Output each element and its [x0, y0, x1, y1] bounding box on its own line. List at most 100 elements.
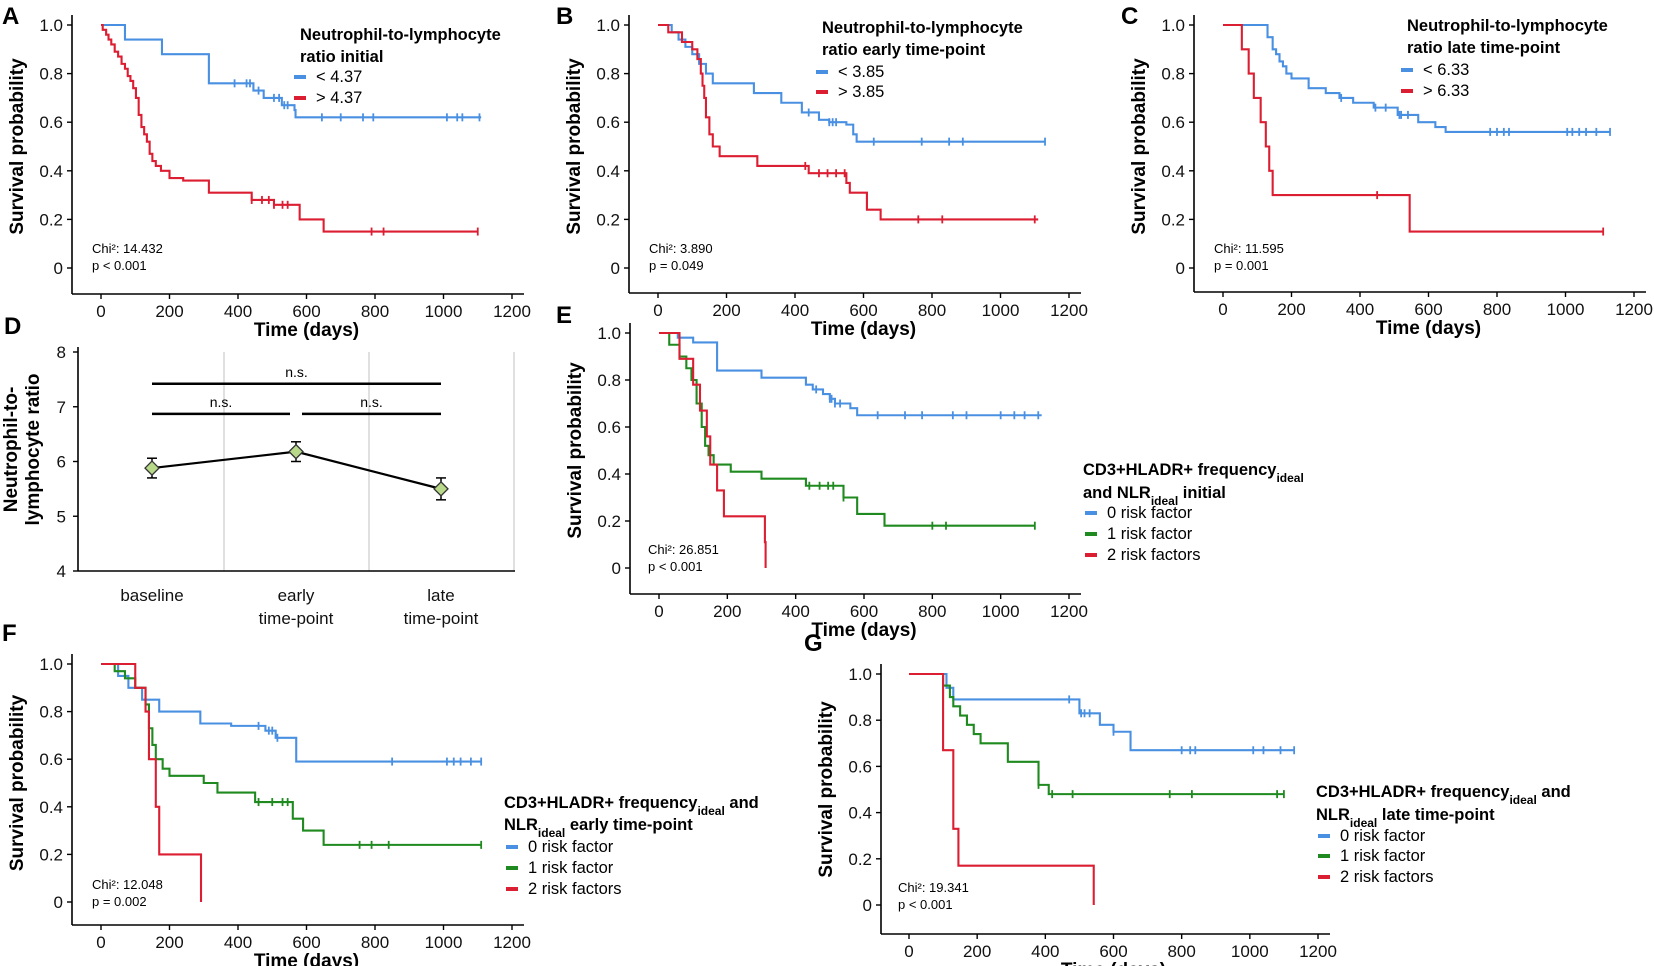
km-curve-2-risk-factors: [909, 672, 1095, 905]
mean-marker: [144, 460, 160, 476]
legend-title: ratio early time-point: [822, 41, 986, 59]
x-tick-label: 1000: [982, 301, 1020, 320]
x-tick-label: 200: [713, 602, 741, 621]
legend-label: 1 risk factor: [528, 859, 614, 877]
y-tick-label: 1.0: [39, 655, 63, 674]
y-tick-label: 0.6: [39, 113, 63, 132]
y-tick-label: 0.4: [39, 798, 63, 817]
x-tick-label: 1000: [425, 933, 463, 952]
legend-label: 2 risk factors: [528, 880, 622, 898]
p-value: p = 0.001: [1214, 258, 1269, 273]
legend-title: CD3+HLADR+ frequencyideal and: [1316, 783, 1571, 807]
x-tick-label: 400: [1031, 942, 1059, 961]
y-tick-label: 0.6: [597, 418, 621, 437]
panel-letter: A: [2, 3, 19, 30]
y-tick-label: 0.4: [596, 162, 620, 181]
y-tick-label: 6: [57, 453, 66, 472]
y-tick-label: 1.0: [597, 324, 621, 343]
y-tick-label: 0.6: [596, 113, 620, 132]
x-tick-label: 400: [781, 602, 809, 621]
x-tick-label: 1200: [493, 933, 531, 952]
y-tick-label: 0.2: [39, 210, 63, 229]
y-tick-label: 8: [57, 343, 66, 362]
category-label: time-point: [404, 609, 479, 628]
km-curve-6-33: [1223, 23, 1611, 133]
legend-label: 2 risk factors: [1107, 546, 1201, 564]
y-tick-label: 4: [57, 562, 66, 581]
km-curve-1-risk-factor: [909, 672, 1284, 796]
panel-letter: F: [2, 620, 17, 647]
category-label: early: [278, 586, 315, 605]
x-tick-label: 600: [1099, 942, 1127, 961]
panel-letter: G: [804, 630, 823, 657]
p-value: p = 0.049: [649, 258, 704, 273]
km-curve-6-33: [1223, 23, 1604, 233]
x-tick-label: 1200: [493, 302, 531, 321]
x-tick-label: 0: [1218, 300, 1227, 319]
x-tick-label: 600: [292, 302, 320, 321]
legend-label: 1 risk factor: [1340, 847, 1426, 865]
legend-title-part: CD3+HLADR+ frequency: [504, 794, 698, 812]
y-axis-title: Survival probability: [7, 58, 28, 235]
y-tick-label: 7: [57, 398, 66, 417]
y-tick-label: 5: [57, 507, 66, 526]
legend-label: 1 risk factor: [1107, 525, 1193, 543]
legend-label: > 3.85: [838, 83, 884, 101]
legend-title-part: NLR: [1316, 806, 1350, 824]
x-tick-label: 400: [1346, 300, 1374, 319]
category-label: late: [427, 586, 454, 605]
y-tick-label: 1.0: [39, 16, 63, 35]
legend-subscript: ideal: [538, 826, 565, 840]
panel-a: A 0 0.2 0.4 0.6 0.8 1.0 0 200 400 600 800 1000 1200 Ti…: [2, 3, 531, 341]
y-tick-label: 0: [863, 896, 872, 915]
x-tick-label: 1000: [1231, 942, 1269, 961]
x-tick-label: 1000: [1547, 300, 1585, 319]
panel-f: F 0 0.2 0.4 0.6 0.8 1.0 0 200 400 600 800 1000 1200 Ti…: [2, 620, 759, 966]
p-value: p = 0.002: [92, 894, 147, 909]
significance-label: n.s.: [285, 364, 308, 380]
category-label: time-point: [259, 609, 334, 628]
legend-title: and NLRideal initial: [1083, 484, 1226, 508]
legend-title-part: early time-point: [565, 816, 693, 834]
y-tick-label: 0.8: [39, 703, 63, 722]
x-tick-label: 600: [849, 301, 877, 320]
x-axis-title: Time (days): [254, 320, 359, 341]
x-tick-label: 800: [1483, 300, 1511, 319]
panel-letter: C: [1121, 3, 1138, 30]
y-tick-label: 0.8: [597, 371, 621, 390]
legend-subscript: ideal: [1509, 793, 1536, 807]
y-tick-label: 0.4: [848, 804, 872, 823]
x-tick-label: 400: [224, 302, 252, 321]
y-tick-label: 0.4: [39, 162, 63, 181]
legend-label: 2 risk factors: [1340, 868, 1434, 886]
km-curve-1-risk-factor: [101, 662, 482, 846]
x-tick-label: 800: [361, 933, 389, 952]
legend-label: > 4.37: [316, 89, 362, 107]
legend-label: 0 risk factor: [1340, 827, 1426, 845]
panel-e: E 0 0.2 0.4 0.6 0.8 1.0 0 200 400 600 800 1000 1200 Ti…: [556, 302, 1304, 641]
y-tick-label: 0.6: [848, 757, 872, 776]
x-tick-label: 800: [918, 301, 946, 320]
y-tick-label: 0: [54, 259, 63, 278]
legend-title: CD3+HLADR+ frequencyideal and: [504, 794, 759, 818]
y-tick-label: 0.4: [597, 465, 621, 484]
x-tick-label: 200: [155, 933, 183, 952]
y-tick-label: 0.8: [1161, 65, 1185, 84]
x-axis-title: Time (days): [811, 319, 916, 340]
panel-d: D 4 5 6 7 8 Neutrophil-to-lymphocyte ratio base…: [1, 313, 515, 628]
y-axis-title: Neutrophil-to-: [1, 387, 22, 513]
y-tick-label: 1.0: [1161, 16, 1185, 35]
panel-letter: D: [4, 313, 21, 340]
legend-title: Neutrophil-to-lymphocyte: [1407, 17, 1608, 35]
y-axis-title: lymphocyte ratio: [23, 373, 44, 525]
legend-title: ratio late time-point: [1407, 39, 1561, 57]
legend-title: Neutrophil-to-lymphocyte: [822, 19, 1023, 37]
legend-title-part: CD3+HLADR+ frequency: [1316, 783, 1510, 801]
x-tick-label: 1200: [1299, 942, 1337, 961]
x-axis-title: Time (days): [811, 620, 916, 641]
y-tick-label: 1.0: [848, 665, 872, 684]
chi-square-stat: Chi²: 26.851: [648, 542, 719, 557]
y-tick-label: 0.8: [39, 65, 63, 84]
legend-label: < 4.37: [316, 68, 362, 86]
